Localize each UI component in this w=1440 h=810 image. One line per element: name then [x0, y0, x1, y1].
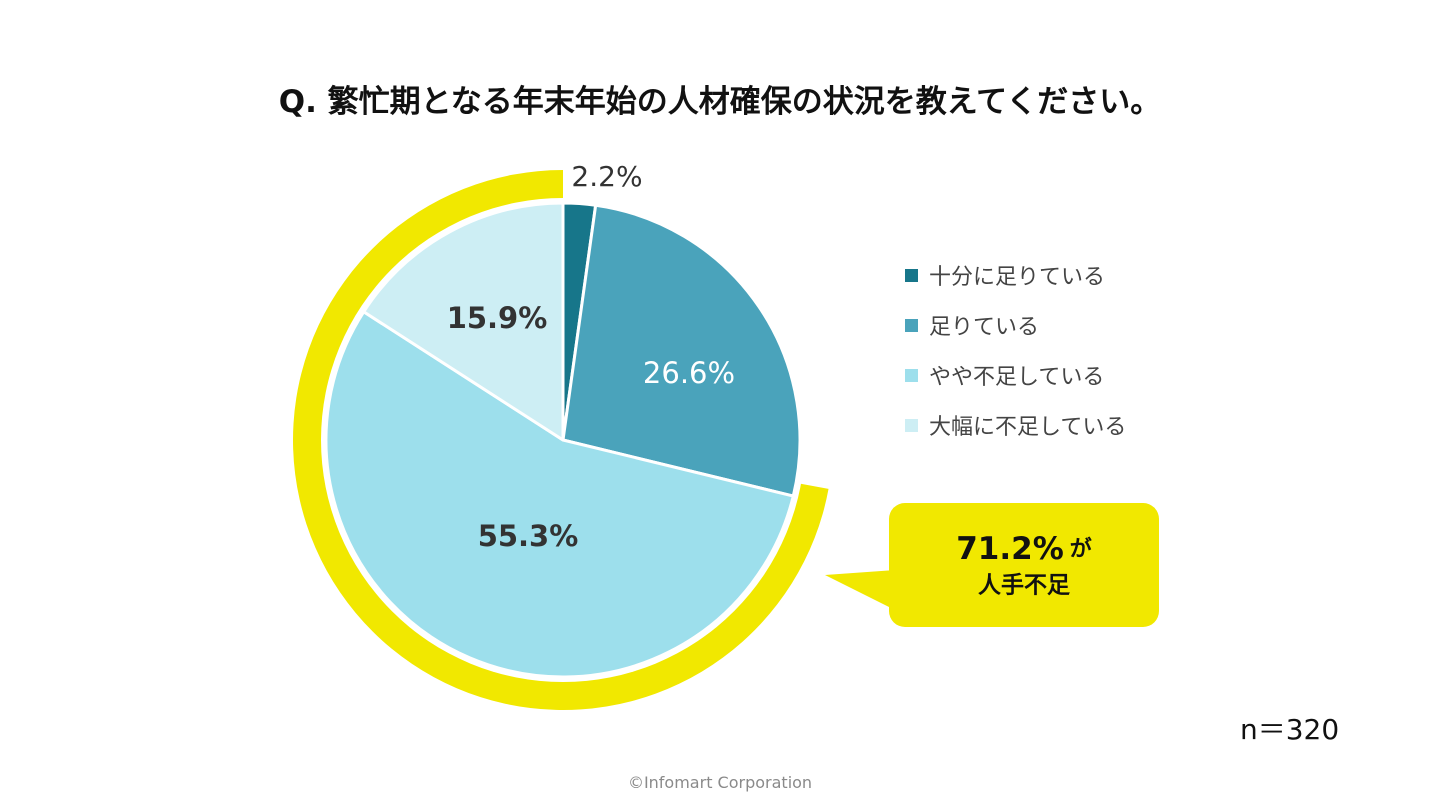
slice-sufficient: [561, 203, 802, 498]
legend-item: やや不足している: [905, 350, 1126, 400]
callout-suffix: が: [1070, 536, 1092, 562]
callout-value: 71.2%: [956, 531, 1064, 567]
legend-swatch: [905, 318, 918, 332]
legend-label: やや不足している: [929, 365, 1105, 390]
callout-line2: 人手不足: [978, 573, 1070, 599]
callout-line1: 71.2% が: [956, 531, 1092, 567]
legend-item: 十分に足りている: [905, 250, 1126, 300]
legend-label: 大幅に不足している: [929, 415, 1127, 440]
legend-item: 大幅に不足している: [905, 400, 1126, 450]
slice-somewhat-short: [324, 310, 795, 679]
legend-swatch: [905, 268, 918, 282]
legend-item: 足りている: [905, 300, 1126, 350]
data-label: 55.3%: [478, 519, 579, 553]
data-label: 26.6%: [643, 356, 735, 390]
sample-size-label: n＝320: [1240, 713, 1340, 746]
callout-box: [889, 503, 1159, 627]
legend-label: 足りている: [929, 315, 1040, 340]
legend-label: 十分に足りている: [929, 265, 1106, 290]
chart-legend: 十分に足りている 足りているやや不足している 大幅に不足している: [905, 250, 1126, 450]
callout-pointer: [825, 570, 895, 610]
copyright-footer: ©Infomart Corporation: [627, 773, 813, 792]
legend-swatch: [905, 368, 918, 382]
chart-title: Q. 繁忙期となる年末年始の人材確保の状況を教えてください。: [278, 84, 1162, 120]
slice-very-short: [362, 201, 565, 442]
data-label: 2.2%: [571, 160, 642, 193]
data-label: 15.9%: [447, 301, 548, 335]
legend-swatch: [905, 418, 918, 432]
